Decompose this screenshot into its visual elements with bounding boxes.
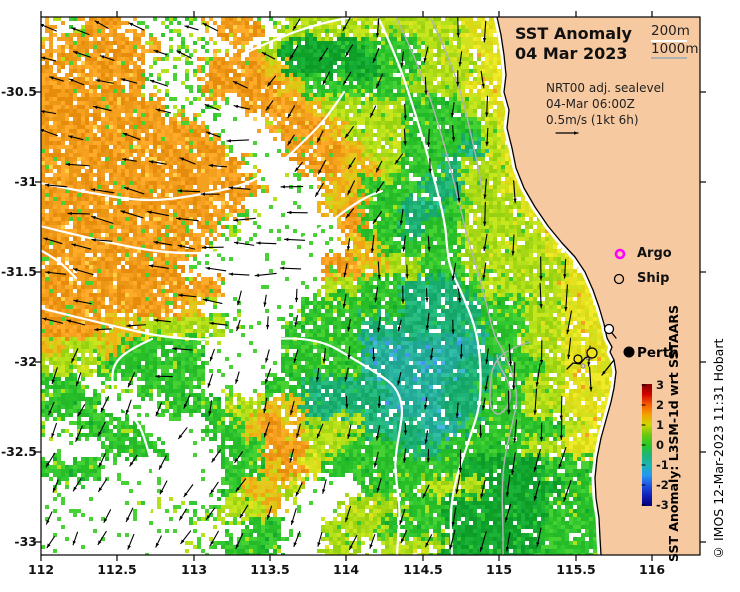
map-title-line2: 04 Mar 2023	[515, 44, 628, 63]
x-axis-tick-label: 112	[27, 562, 55, 577]
y-axis-tick-label: -32.5	[0, 444, 37, 459]
ship-legend-label: Ship	[637, 271, 670, 286]
x-axis-tick-label: 115.5	[556, 562, 596, 577]
y-axis-tick-label: -30.5	[0, 84, 37, 99]
argo-legend-label: Argo	[637, 246, 672, 261]
x-axis-tick-label: 112.5	[97, 562, 137, 577]
depth-1000m-line	[651, 57, 687, 59]
analysis-info-line3: 0.5m/s (1kt 6h)	[546, 113, 639, 127]
colorbar-tick-label: 0	[656, 438, 665, 452]
x-axis-tick-label: 113.5	[250, 562, 290, 577]
colorbar-tick-label: 1	[656, 418, 665, 432]
x-axis-tick-label: 116	[638, 562, 666, 577]
colorbar-title: SST Anomaly: L3SM-1d wrt SSTAARS	[666, 304, 681, 562]
colorbar-tick-label: -1	[656, 458, 669, 472]
colorbar-tick-label: -3	[656, 498, 669, 512]
credit-text: © IMOS 12-Mar-2023 11:31 Hobart	[711, 338, 726, 560]
x-axis-tick-label: 114.5	[403, 562, 443, 577]
depth-1000m-label: 1000m	[651, 41, 699, 57]
y-axis-tick-label: -31	[14, 174, 37, 189]
y-axis-tick-label: -31.5	[0, 264, 37, 279]
y-axis-tick-label: -33	[14, 534, 37, 549]
map-title-line1: SST Anomaly	[515, 24, 632, 43]
x-axis-tick-label: 113	[180, 562, 208, 577]
colorbar-tick-label: -2	[656, 478, 669, 492]
colorbar-tick-label: 3	[656, 378, 665, 392]
y-axis-tick-label: -32	[14, 354, 37, 369]
x-axis-tick-label: 115	[485, 562, 513, 577]
colorbar-tick-label: 2	[656, 398, 665, 412]
analysis-info-line1: NRT00 adj. sealevel	[546, 81, 665, 95]
perth-city-label: Perth	[637, 345, 679, 361]
analysis-info-line2: 04-Mar 06:00Z	[546, 97, 635, 111]
depth-200m-label: 200m	[651, 23, 690, 39]
x-axis-tick-label: 114	[332, 562, 360, 577]
depth-200m-line	[651, 40, 687, 42]
